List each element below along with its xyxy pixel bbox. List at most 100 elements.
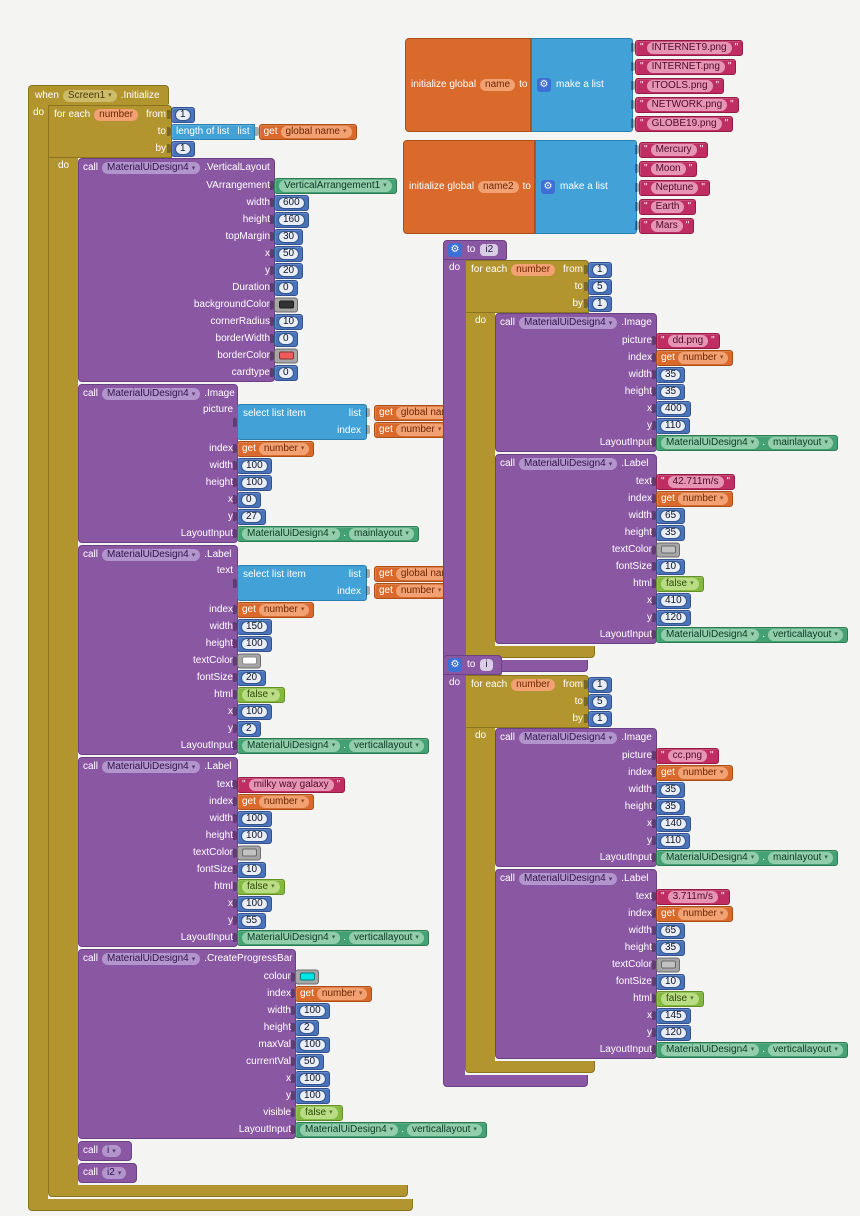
number-field[interactable]: 0 (278, 332, 294, 345)
component-dropdown[interactable]: MaterialUiDesign4 ▾ (661, 436, 760, 449)
call-block[interactable]: call MaterialUiDesign4 ▾ .CreateProgressBar… (78, 949, 487, 1139)
procedure-i-definition[interactable]: ⚙ to i do for each number from 1 t (443, 655, 848, 1087)
number-block[interactable]: 35 (656, 383, 686, 400)
number-field[interactable]: 110 (660, 834, 686, 847)
layout-selector-block[interactable]: MaterialUiDesign4 ▾. mainlayout ▾ (656, 849, 838, 866)
number-block[interactable]: 5 (588, 693, 612, 710)
text-string-block[interactable]: " INTERNET9.png " (635, 39, 744, 56)
get-variable-block[interactable]: get number ▾ (237, 440, 315, 457)
layout-selector-block[interactable]: MaterialUiDesign4 ▾. verticallayout ▾ (295, 1121, 487, 1138)
number-block[interactable]: 100 (295, 1087, 330, 1104)
variable-dropdown[interactable]: number ▾ (258, 795, 310, 808)
string-field[interactable]: INTERNET9.png (646, 41, 732, 54)
logic-dropdown[interactable]: false ▾ (661, 577, 699, 590)
number-block[interactable]: 120 (656, 1024, 691, 1041)
number-field[interactable]: 35 (660, 385, 682, 398)
layout-dropdown[interactable]: mainlayout ▾ (768, 436, 833, 449)
text-string-block[interactable]: " 3.711m/s " (656, 888, 730, 905)
procedure-dropdown[interactable]: i2 ▾ (102, 1167, 127, 1179)
call-block[interactable]: call MaterialUiDesign4 ▾ .Label text " milky w… (78, 757, 429, 947)
number-block[interactable]: 20 (274, 262, 304, 279)
layout-dropdown[interactable]: verticallayout ▾ (407, 1123, 482, 1136)
number-field[interactable]: 50 (278, 247, 300, 260)
string-field[interactable]: Earth (650, 200, 685, 213)
logic-dropdown[interactable]: false ▾ (300, 1106, 338, 1119)
component-dropdown[interactable]: MaterialUiDesign4 ▾ (102, 953, 201, 965)
number-field[interactable]: 10 (241, 863, 263, 876)
logic-dropdown[interactable]: false ▾ (242, 688, 280, 701)
initialize-global-name-block[interactable]: initialize global name to ⚙ make a list … (405, 38, 744, 132)
number-block[interactable]: 1 (588, 676, 612, 693)
number-block[interactable]: 100 (295, 1036, 330, 1053)
make-a-list-block[interactable]: ⚙ make a list (531, 38, 633, 132)
text-string-block[interactable]: " Neptune " (639, 179, 710, 196)
number-field[interactable]: 55 (241, 914, 263, 927)
number-block[interactable]: 35 (656, 366, 686, 383)
variable-dropdown[interactable]: number ▾ (677, 492, 729, 505)
number-field[interactable]: 0 (278, 281, 294, 294)
number-field[interactable]: 65 (660, 924, 682, 937)
number-field[interactable]: 0 (241, 493, 257, 506)
color-swatch[interactable] (656, 957, 680, 972)
call-block[interactable]: call MaterialUiDesign4 ▾ .Label text " 42.711m… (495, 454, 848, 644)
number-field[interactable]: 100 (241, 897, 268, 910)
number-field[interactable]: 140 (660, 817, 687, 830)
string-field[interactable]: ITOOLS.png (646, 79, 713, 92)
mutator-gear-icon[interactable]: ⚙ (537, 78, 551, 92)
text-string-block[interactable]: " Earth " (639, 198, 697, 215)
number-block[interactable]: 160 (274, 211, 309, 228)
procedure-header[interactable]: ⚙ to i2 (443, 240, 508, 260)
number-field[interactable]: 100 (241, 637, 268, 650)
number-block[interactable]: 10 (656, 973, 686, 990)
component-dropdown[interactable]: MaterialUiDesign4 ▾ (519, 732, 618, 744)
loop-variable-field[interactable]: number (511, 678, 556, 691)
number-field[interactable]: 160 (278, 213, 305, 226)
call-block[interactable]: call i2 ▾ (78, 1163, 138, 1183)
color-swatch[interactable] (656, 542, 680, 557)
procedure-name-field[interactable]: i2 (480, 244, 499, 256)
component-dropdown[interactable]: MaterialUiDesign4 ▾ (300, 1123, 399, 1136)
number-field[interactable]: 110 (660, 419, 686, 432)
text-string-block[interactable]: " cc.png " (656, 747, 719, 764)
event-block-header[interactable]: when Screen1 ▾ .Initialize (28, 85, 169, 105)
number-field[interactable]: 2 (299, 1021, 315, 1034)
number-block[interactable]: 10 (656, 558, 686, 575)
string-field[interactable]: INTERNET.png (646, 60, 725, 73)
number-field[interactable]: 35 (660, 526, 682, 539)
number-field[interactable]: 100 (241, 459, 268, 472)
logic-block[interactable]: false ▾ (295, 1104, 343, 1121)
number-block[interactable]: 100 (237, 827, 272, 844)
number-field[interactable]: 100 (299, 1038, 326, 1051)
string-field[interactable]: dd.png (667, 334, 709, 347)
logic-block[interactable]: false ▾ (656, 575, 704, 592)
number-block[interactable]: 100 (237, 457, 272, 474)
number-block[interactable]: 55 (237, 912, 267, 929)
number-block[interactable]: 5 (588, 278, 612, 295)
number-block[interactable]: 27 (237, 508, 267, 525)
string-field[interactable]: 3.711m/s (667, 890, 718, 903)
component-dropdown[interactable]: MaterialUiDesign4 ▾ (661, 1043, 760, 1056)
number-block[interactable]: 100 (295, 1070, 330, 1087)
logic-block[interactable]: false ▾ (237, 878, 285, 895)
component-dropdown[interactable]: MaterialUiDesign4 ▾ (661, 851, 760, 864)
component-dropdown[interactable]: MaterialUiDesign4 ▾ (519, 873, 618, 885)
text-string-block[interactable]: " NETWORK.png " (635, 96, 739, 113)
number-block[interactable]: 50 (295, 1053, 325, 1070)
layout-selector-block[interactable]: MaterialUiDesign4 ▾. mainlayout ▾ (237, 525, 419, 542)
procedure-header[interactable]: ⚙ to i (443, 655, 502, 675)
layout-dropdown[interactable]: verticallayout ▾ (349, 931, 424, 944)
number-field[interactable]: 120 (660, 1026, 687, 1039)
call-block[interactable]: call i ▾ (78, 1141, 132, 1161)
number-block[interactable]: 100 (237, 474, 272, 491)
procedure-name-field[interactable]: i (480, 659, 493, 671)
number-block[interactable]: 110 (656, 832, 690, 849)
variable-dropdown[interactable]: global name▾ (280, 125, 352, 138)
string-field[interactable]: Mars (650, 219, 683, 232)
number-field[interactable]: 65 (660, 509, 682, 522)
string-field[interactable]: 42.711m/s (667, 475, 724, 488)
color-swatch[interactable] (237, 653, 261, 668)
number-block[interactable]: 120 (656, 609, 691, 626)
number-field[interactable]: 1 (592, 297, 608, 310)
